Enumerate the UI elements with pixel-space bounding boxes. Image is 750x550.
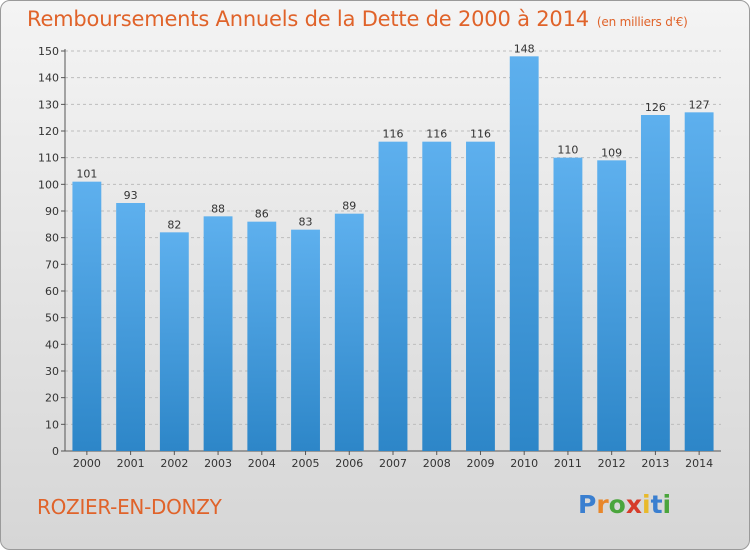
bar-2012 — [597, 160, 627, 452]
data-label-2007: 116 — [383, 128, 404, 141]
data-label-2001: 93 — [124, 189, 138, 202]
x-tick-label: 2009 — [466, 457, 494, 470]
bar-2013 — [640, 115, 670, 451]
y-tick-label: 90 — [45, 205, 59, 218]
bar-2003 — [203, 216, 233, 451]
bar-2000 — [72, 181, 102, 451]
x-tick-label: 2004 — [248, 457, 276, 470]
logo-letter: P — [578, 490, 597, 519]
data-label-2006: 89 — [342, 200, 356, 213]
y-tick-label: 140 — [38, 72, 59, 85]
y-tick-label: 30 — [45, 365, 59, 378]
x-tick-label: 2005 — [292, 457, 320, 470]
bar-2011 — [553, 157, 583, 451]
data-label-2005: 83 — [299, 216, 313, 229]
logo-letter: i — [642, 490, 651, 519]
bar-2007 — [378, 141, 408, 451]
y-tick-label: 20 — [45, 392, 59, 405]
logo-letter: t — [650, 490, 663, 519]
data-label-2011: 110 — [557, 144, 578, 157]
y-tick-label: 60 — [45, 285, 59, 298]
data-label-2000: 101 — [76, 168, 97, 181]
y-tick-label: 80 — [45, 232, 59, 245]
y-tick-label: 10 — [45, 418, 59, 431]
data-label-2013: 126 — [645, 101, 666, 114]
data-label-2010: 148 — [514, 42, 535, 55]
unit-note: (en milliers d'€) — [596, 15, 688, 29]
axes: 0 10 20 30 40 50 60 70 80 90 100 110 120 130 140 150 200… — [38, 45, 721, 470]
bar-2001 — [116, 203, 146, 451]
data-label-2014: 127 — [689, 98, 710, 111]
data-labels: 101 93 82 88 86 83 89 116 116 116 148 110 109 126 127 — [76, 42, 709, 231]
data-label-2002: 82 — [167, 218, 181, 231]
y-tick-label: 110 — [38, 152, 59, 165]
x-tick-label: 2013 — [641, 457, 669, 470]
bars — [72, 56, 714, 452]
x-tick-label: 2011 — [554, 457, 582, 470]
x-tick-label: 2007 — [379, 457, 407, 470]
data-label-2012: 109 — [601, 146, 622, 159]
chart-title: Remboursements Annuels de la Dette de 20… — [27, 7, 688, 31]
data-label-2009: 116 — [470, 128, 491, 141]
chart-title-text: Remboursements Annuels de la Dette de 20… — [27, 7, 589, 31]
bar-2004 — [247, 221, 277, 451]
y-tick-label: 40 — [45, 338, 59, 351]
bar-2014 — [684, 112, 714, 451]
x-tick-label: 2002 — [160, 457, 188, 470]
y-tick-label: 70 — [45, 258, 59, 271]
logo-letter: i — [662, 490, 672, 519]
x-tick-label: 2000 — [73, 457, 101, 470]
bar-2002 — [159, 232, 189, 451]
data-label-2003: 88 — [211, 202, 225, 215]
logo-letter: x — [625, 490, 642, 519]
x-tick-label: 2006 — [335, 457, 363, 470]
x-tick-label: 2014 — [685, 457, 713, 470]
logo-letter: r — [596, 490, 609, 519]
logo-letter: o — [608, 490, 626, 519]
bar-2005 — [291, 229, 320, 451]
y-tick-label: 150 — [38, 45, 59, 58]
proxiti-logo: Proxiti — [578, 490, 671, 519]
x-tick-label: 2003 — [204, 457, 232, 470]
data-label-2008: 116 — [426, 128, 447, 141]
x-tick-label: 2008 — [423, 457, 451, 470]
x-tick-label: 2012 — [598, 457, 626, 470]
x-tick-label: 2001 — [117, 457, 145, 470]
y-tick-label: 100 — [38, 178, 59, 191]
data-label-2004: 86 — [255, 208, 269, 221]
bar-2008 — [422, 141, 452, 451]
x-tick-label: 2010 — [510, 457, 538, 470]
y-tick-label: 50 — [45, 312, 59, 325]
y-tick-label: 0 — [52, 445, 59, 458]
commune-name: ROZIER-EN-DONZY — [37, 495, 222, 519]
y-tick-label: 130 — [38, 98, 59, 111]
bar-2010 — [509, 56, 539, 451]
bar-2006 — [334, 213, 364, 451]
y-tick-label: 120 — [38, 125, 59, 138]
bar-2009 — [466, 141, 495, 451]
